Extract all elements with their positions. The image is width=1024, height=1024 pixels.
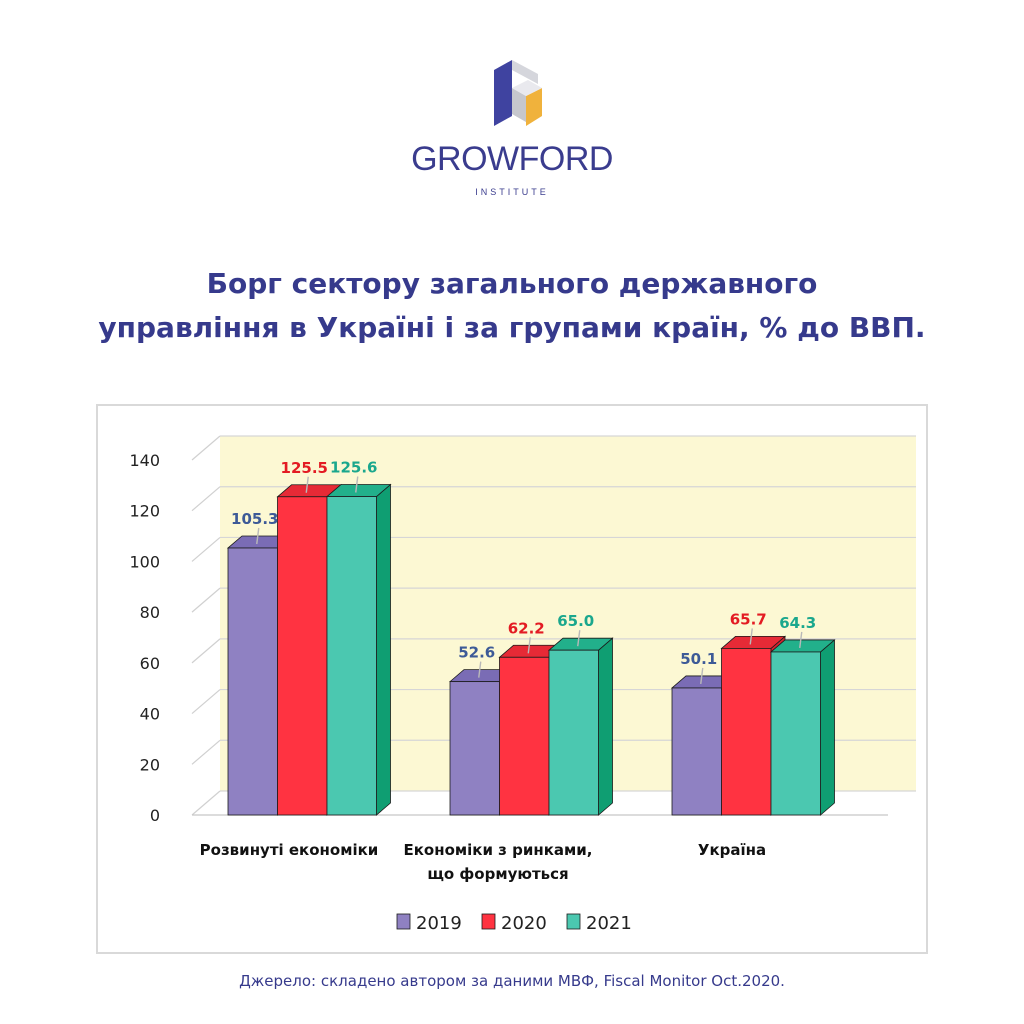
y-tick-label: 120 xyxy=(129,502,160,521)
data-label-leader xyxy=(355,476,359,493)
bar xyxy=(548,649,599,816)
data-label: 105.3 xyxy=(231,510,278,528)
bar xyxy=(499,656,550,816)
data-label-leader xyxy=(478,661,482,678)
data-label-leader xyxy=(527,637,531,654)
debt-chart: 0 20 40 60 80 100 120 140 105.3 52.6 50.1 125.5 62.2… xyxy=(129,435,916,934)
gridline-side xyxy=(191,790,221,816)
y-tick-label: 100 xyxy=(129,552,160,571)
legend-label: 2021 xyxy=(586,913,632,934)
page-title-line-1: Борг сектору загального державного xyxy=(206,267,818,300)
gridline-side xyxy=(191,689,221,715)
brand-name: GROWFORD xyxy=(411,140,613,178)
data-label: 62.2 xyxy=(508,619,545,637)
y-tick-label: 80 xyxy=(140,603,160,622)
bar xyxy=(721,648,772,816)
legend-label: 2020 xyxy=(501,913,547,934)
bar xyxy=(227,547,278,816)
gridline-side xyxy=(191,587,221,613)
source-note: Джерело: складено автором за даними МВФ,… xyxy=(239,972,785,990)
bar-side xyxy=(820,639,835,816)
bar-side xyxy=(598,637,613,816)
growford-logo-icon xyxy=(494,60,542,126)
data-label: 50.1 xyxy=(680,650,717,668)
legend-label: 2019 xyxy=(416,913,462,934)
logo-purple-face xyxy=(494,60,512,126)
logo-gold-face xyxy=(526,88,542,126)
data-label-leader xyxy=(577,630,581,647)
gridline-side xyxy=(191,536,221,562)
bar-side xyxy=(376,483,391,816)
bar xyxy=(277,496,328,816)
brand-header: GROWFORD INSTITUTE xyxy=(0,0,1024,210)
y-tick-label: 0 xyxy=(150,806,160,825)
data-label-leader xyxy=(256,527,260,545)
y-tick-label: 20 xyxy=(140,755,160,774)
category-label: Економіки з ринками, xyxy=(403,841,592,859)
legend-swatch xyxy=(481,913,496,930)
data-label-leader xyxy=(305,476,309,493)
bar xyxy=(671,687,722,816)
page-title: Борг сектору загального державного управ… xyxy=(0,262,1024,350)
category-label: Україна xyxy=(698,841,766,859)
bar xyxy=(326,496,377,816)
logo-gold-top xyxy=(512,80,542,96)
bar xyxy=(770,651,821,816)
data-label-leader xyxy=(799,631,803,649)
gridline-side xyxy=(191,739,221,765)
brand-subtitle: INSTITUTE xyxy=(475,187,549,197)
data-label: 65.7 xyxy=(730,610,767,628)
legend-swatch xyxy=(566,913,581,930)
data-label-leader xyxy=(700,667,704,685)
gridline-side xyxy=(191,486,221,512)
logo-gray-face xyxy=(512,88,526,122)
data-label-leader xyxy=(749,628,753,645)
gridline-side xyxy=(191,638,221,664)
y-tick-label: 40 xyxy=(140,705,160,724)
data-label: 64.3 xyxy=(779,614,816,632)
data-label: 65.0 xyxy=(557,612,594,630)
y-tick-label: 140 xyxy=(129,451,160,470)
data-label: 125.5 xyxy=(281,459,328,477)
category-label: Розвинуті економіки xyxy=(200,841,379,859)
data-label: 52.6 xyxy=(458,644,495,662)
y-tick-label: 60 xyxy=(140,654,160,673)
page-title-line-2: управління в Україні і за групами країн,… xyxy=(98,311,926,344)
data-label: 125.6 xyxy=(330,459,377,477)
legend-swatch xyxy=(396,913,411,930)
logo-top-face xyxy=(512,60,538,84)
category-label: що формуються xyxy=(427,865,568,883)
bar xyxy=(449,681,500,816)
gridline-side xyxy=(191,435,221,461)
